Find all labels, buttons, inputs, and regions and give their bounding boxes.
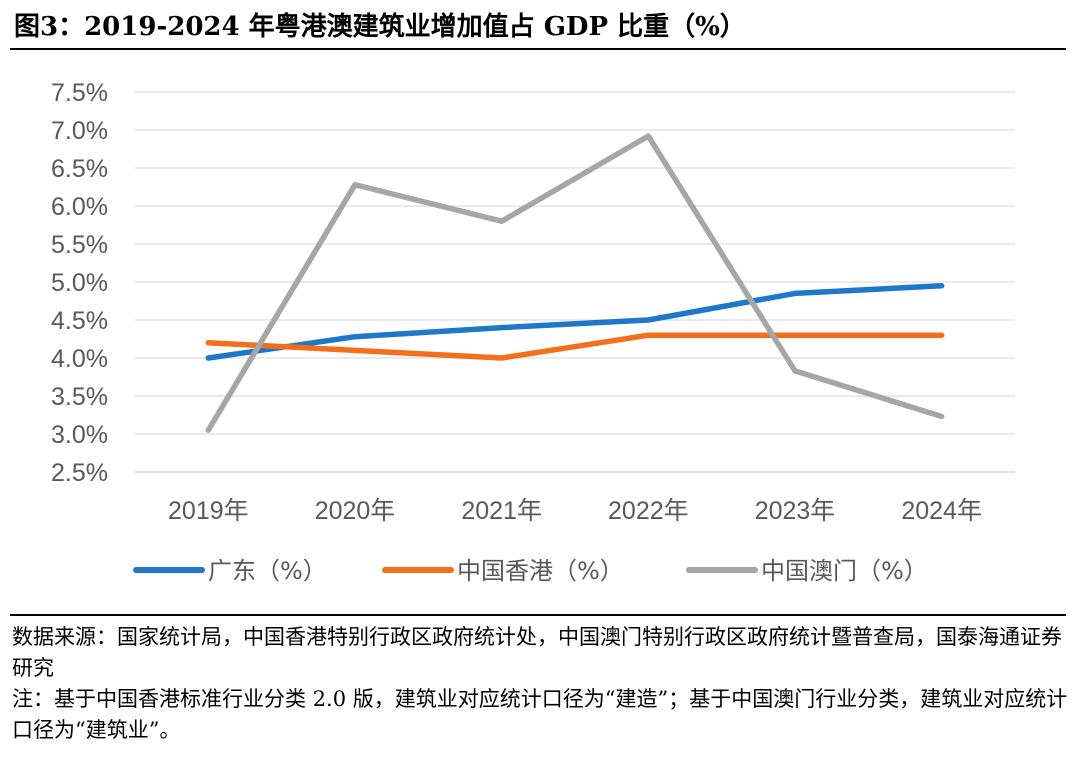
y-tick-label: 7.0%: [51, 117, 108, 145]
x-tick-label: 2022年: [608, 497, 689, 525]
x-tick-label: 2024年: [901, 497, 982, 525]
y-tick-label: 4.0%: [51, 345, 108, 373]
y-tick-label: 6.0%: [51, 193, 108, 221]
y-tick-label: 2.5%: [51, 459, 108, 487]
gridlines: [135, 91, 1015, 473]
y-tick-label: 5.5%: [51, 231, 108, 259]
x-tick-label: 2019年: [168, 497, 249, 525]
y-tick-label: 3.5%: [51, 383, 108, 411]
line-chart: 2.5% 3.0% 3.5% 4.0% 4.5% 5.0% 5.5% 6.0% 6.5% 7.0%…: [51, 79, 1015, 585]
legend-label: 中国澳门（%）: [761, 557, 928, 585]
series-lines: [205, 133, 945, 433]
series-line-3: [205, 133, 945, 433]
y-tick-label: 7.5%: [51, 79, 108, 107]
legend: 广东（%） 中国香港（%） 中国澳门（%）: [133, 557, 928, 585]
notes: 数据来源：国家统计局，中国香港特别行政区政府统计处，中国澳门特别行政区政府统计暨…: [12, 622, 1068, 746]
figure-title: 图3：2019-2024 年粤港澳建筑业增加值占 GDP 比重（%）: [14, 12, 746, 42]
y-tick-label: 3.0%: [51, 421, 108, 449]
y-axis-ticks: 2.5% 3.0% 3.5% 4.0% 4.5% 5.0% 5.5% 6.0% 6.5% 7.0%…: [51, 79, 108, 487]
footnote: 注：基于中国香港标准行业分类 2.0 版，建筑业对应统计口径为“建造”；基于中国…: [12, 687, 1068, 742]
legend-label: 广东（%）: [208, 557, 327, 585]
series-line-1: [205, 283, 945, 361]
y-tick-label: 5.0%: [51, 269, 108, 297]
source-note: 数据来源：国家统计局，中国香港特别行政区政府统计处，中国澳门特别行政区政府统计暨…: [12, 625, 1062, 680]
x-tick-label: 2020年: [315, 497, 396, 525]
y-tick-label: 6.5%: [51, 155, 108, 183]
legend-label: 中国香港（%）: [457, 557, 624, 585]
x-tick-label: 2021年: [461, 497, 542, 525]
y-tick-label: 4.5%: [51, 307, 108, 335]
notes-rule: [10, 614, 1066, 616]
title-rule: [10, 48, 1066, 50]
x-axis-ticks: 2019年 2020年 2021年 2022年 2023年 2024年: [168, 497, 982, 525]
series-line-2: [205, 332, 945, 361]
x-tick-label: 2023年: [755, 497, 836, 525]
